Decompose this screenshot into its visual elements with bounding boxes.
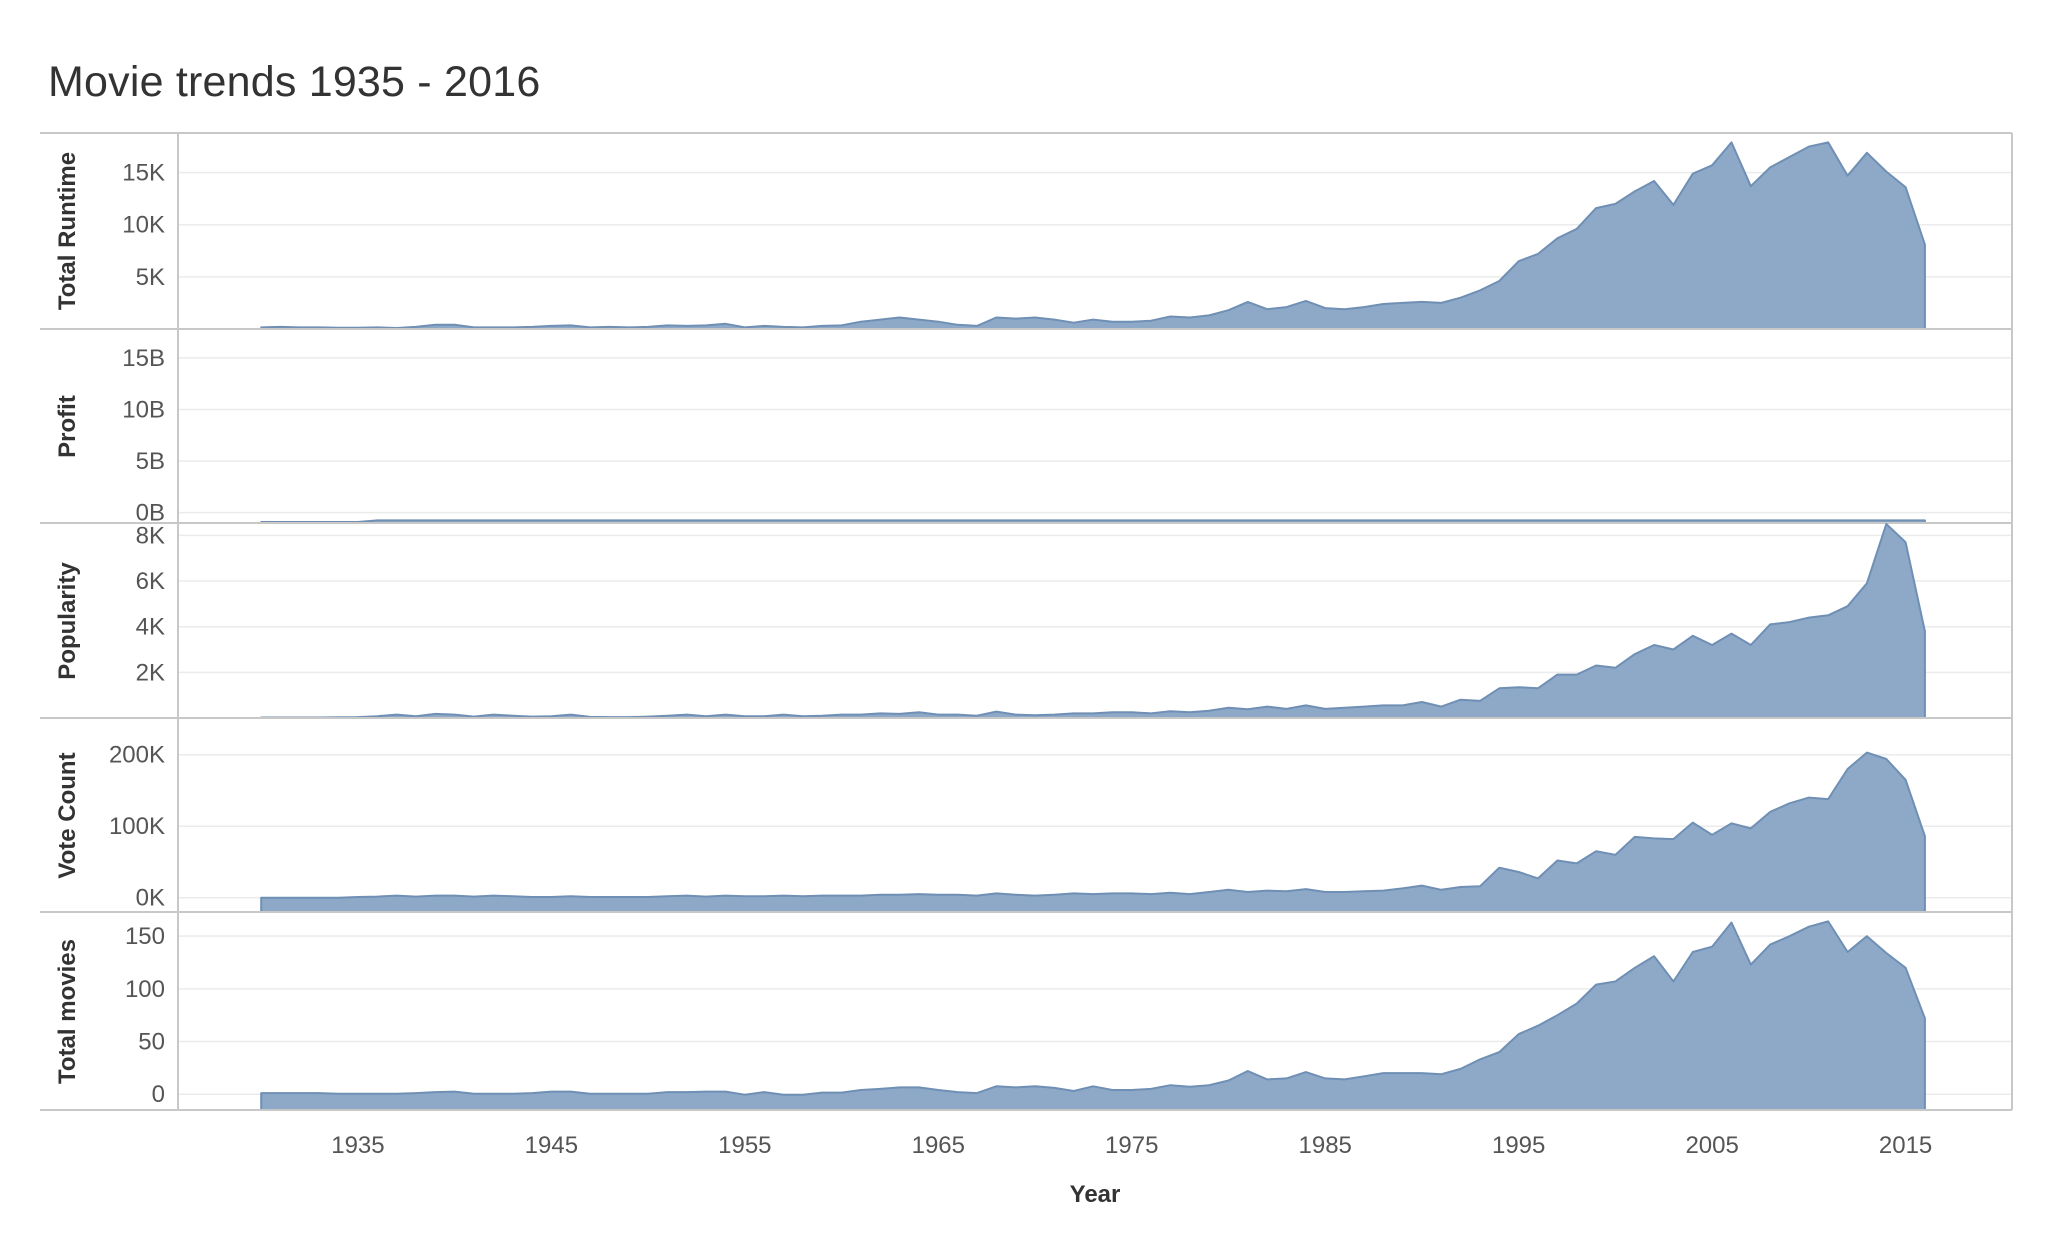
y-tick-label: 0K [136, 885, 165, 912]
area-series-popularity [260, 523, 1926, 719]
x-tick-label: 1985 [1299, 1132, 1352, 1159]
y-tick-label: 0 [152, 1081, 165, 1108]
x-tick-label: 1995 [1492, 1132, 1545, 1159]
y-tick-label: 10K [122, 212, 165, 239]
area-series-total-runtime [260, 141, 1926, 330]
x-tick-label: 1955 [718, 1132, 771, 1159]
y-tick-label: 200K [109, 742, 165, 769]
y-tick-label: 6K [136, 568, 165, 595]
y-tick-label: 100K [109, 813, 165, 840]
y-axis-title: Total Runtime [54, 152, 81, 310]
area-series-vote-count [260, 751, 1926, 913]
x-tick-label: 1975 [1105, 1132, 1158, 1159]
x-tick-label: 2015 [1879, 1132, 1932, 1159]
x-tick-label: 1935 [331, 1132, 384, 1159]
x-tick-label: 1965 [912, 1132, 965, 1159]
y-tick-label: 50 [138, 1029, 165, 1056]
y-tick-label: 4K [136, 614, 165, 641]
x-tick-label: 2005 [1685, 1132, 1738, 1159]
y-tick-label: 150 [125, 923, 165, 950]
y-tick-label: 100 [125, 976, 165, 1003]
panel-total-runtime: 5K 10K 15K Total Runtime [40, 141, 2012, 330]
x-tick-label: 1945 [525, 1132, 578, 1159]
chart-title: Movie trends 1935 - 2016 [48, 58, 541, 106]
y-tick-label: 10B [122, 396, 165, 423]
x-axis: 1935 1945 1955 1965 1975 1985 1995 2005 2015 Year [331, 1132, 1932, 1208]
y-axis-title: Vote Count [54, 752, 81, 878]
y-tick-label: 2K [136, 659, 165, 686]
panel-vote-count: 0K 100K 200K Vote Count [40, 742, 2012, 913]
y-tick-label: 15B [122, 345, 165, 372]
panel-popularity: 2K 4K 6K 8K Popularity [40, 522, 2012, 719]
area-series-total-movies [260, 920, 1926, 1111]
y-axis-title: Popularity [54, 562, 81, 680]
y-axis-title: Total movies [54, 939, 81, 1084]
y-tick-label: 5K [136, 264, 165, 291]
x-axis-title: Year [1070, 1181, 1121, 1208]
y-axis-title: Profit [54, 395, 81, 458]
y-tick-label: 15K [122, 160, 165, 187]
y-tick-label: 5B [136, 448, 165, 475]
panel-total-movies: 0 50 100 150 Total movies [40, 920, 2012, 1111]
y-tick-label: 8K [136, 522, 165, 549]
